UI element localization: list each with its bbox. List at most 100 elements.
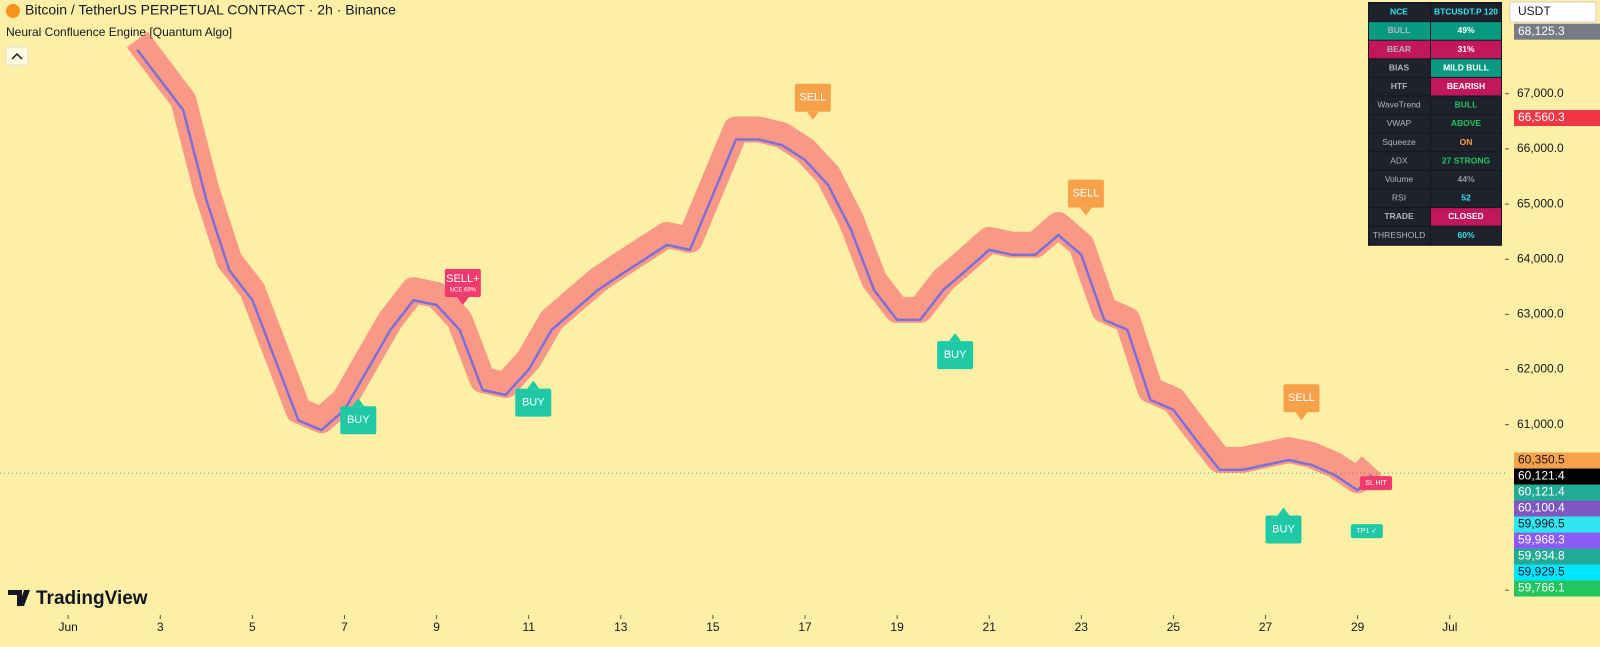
y-tick-label: 67,000.0 (1517, 86, 1564, 100)
signal-pointer (456, 297, 469, 306)
y-tick-label: 65,000.0 (1517, 196, 1564, 210)
panel-label-cell (1369, 170, 1430, 189)
price-tag-label: 59,766.1 (1518, 581, 1565, 595)
x-tick-label: Jun (58, 620, 77, 634)
x-tick-label: Jul (1442, 620, 1457, 634)
panel-value: 49% (1457, 25, 1474, 35)
y-tick-label: 63,000.0 (1517, 307, 1564, 321)
x-tick-label: 17 (798, 620, 812, 634)
signal-box (444, 269, 481, 298)
panel-value: BEARISH (1447, 81, 1485, 91)
brand: TradingView (36, 588, 148, 609)
panel-label: ADX (1390, 155, 1408, 165)
panel-value-cell (1431, 3, 1501, 22)
signal-label: SELL (799, 92, 826, 104)
panel-label: BEAR (1387, 44, 1411, 54)
signal-label: BUY (1272, 523, 1295, 535)
signal-box (794, 83, 831, 112)
panel-label-cell (1369, 96, 1430, 115)
panel-label: TRADE (1384, 211, 1414, 221)
annotation-box (1350, 524, 1383, 539)
annotation-box (1360, 476, 1393, 491)
x-tick-label: 21 (983, 620, 997, 634)
signal-box (1265, 515, 1302, 544)
x-tick-label: 29 (1351, 620, 1365, 634)
x-tick-label: 11 (522, 620, 535, 634)
signal-sub: NCE 69% (450, 288, 477, 294)
price-tag-label: 66,560.3 (1518, 110, 1565, 124)
panel-value: 27 STRONG (1442, 155, 1491, 165)
panel-label-cell (1369, 189, 1430, 208)
signal-pointer (352, 398, 365, 407)
signal-label: BUY (944, 349, 967, 361)
x-tick-label: 7 (341, 620, 348, 634)
price-tag (1514, 548, 1600, 565)
price-tag (1514, 500, 1600, 517)
price-tag-label: 59,934.8 (1518, 549, 1565, 563)
signal-pointer (949, 333, 962, 342)
annotation-label: TP1 ✓ (1357, 528, 1378, 535)
x-tick-label: 27 (1259, 620, 1273, 634)
price-tag-label: 60,100.4 (1518, 501, 1565, 515)
panel-label: HTF (1391, 81, 1408, 91)
price-tag (1514, 23, 1600, 40)
signal-box (515, 388, 552, 417)
price-tag (1514, 580, 1600, 597)
collapse-icon (11, 52, 23, 60)
status-panel: NCE BTCUSDT.P 120 BULL 49% BEAR 31% BIAS MILD B… (1368, 2, 1502, 246)
signal-pointer (806, 111, 819, 120)
x-tick-label: 9 (433, 620, 440, 634)
trend-band (126, 31, 1382, 494)
currency-button[interactable] (1509, 1, 1597, 23)
x-tick-label: 25 (1167, 620, 1181, 634)
x-tick-label: 13 (614, 620, 628, 634)
signal-pointer (1295, 412, 1308, 421)
price-tag (1514, 484, 1600, 501)
price-tag-label: 68,125.3 (1518, 24, 1565, 38)
price-tag (1514, 452, 1600, 469)
coin-icon (6, 4, 20, 18)
x-tick-label: 5 (249, 620, 256, 634)
panel-value-cell (1431, 77, 1501, 96)
panel-value-cell (1431, 170, 1501, 189)
price-tag (1514, 564, 1600, 581)
panel-label: THRESHOLD (1373, 230, 1425, 240)
x-tick-label: 15 (706, 620, 720, 634)
panel-label: RSI (1392, 193, 1406, 203)
panel-label: Volume (1385, 174, 1414, 184)
panel-label-cell (1369, 22, 1430, 40)
panel-label-cell (1369, 226, 1430, 245)
panel-value-cell (1431, 133, 1501, 152)
signal-label: SELL (1072, 188, 1099, 200)
signal-box (937, 341, 974, 370)
panel-label-cell (1369, 77, 1430, 96)
indicator-name: Neural Confluence Engine [Quantum Algo] (6, 25, 232, 39)
panel-label-cell (1369, 133, 1430, 152)
panel-label: WaveTrend (1377, 100, 1421, 110)
panel-value-cell (1431, 189, 1501, 208)
symbol-title: Bitcoin / TetherUS PERPETUAL CONTRACT · … (25, 2, 396, 18)
price-tag-label: 59,968.3 (1518, 533, 1565, 547)
collapse-button[interactable] (5, 46, 29, 66)
signal-label: SELL+ (446, 273, 479, 285)
panel-value: 31% (1457, 44, 1474, 54)
signal-box (1067, 179, 1104, 208)
signal-box (340, 406, 377, 435)
panel-label-cell (1369, 3, 1430, 22)
price-tag-label: 60,121.4 (1518, 469, 1565, 483)
x-tick-label: 3 (157, 620, 164, 634)
panel-value: MILD BULL (1443, 62, 1489, 72)
x-tick-label: 19 (890, 620, 904, 634)
panel-value-cell (1431, 96, 1501, 115)
price-tag (1514, 110, 1600, 127)
panel-value: CLOSED (1448, 211, 1483, 221)
panel-label-cell (1369, 115, 1430, 133)
panel-value-cell (1431, 208, 1501, 226)
panel-label-cell (1369, 208, 1430, 226)
price-tag-label: 60,350.5 (1518, 453, 1565, 467)
price-tag-label: 60,121.4 (1518, 485, 1565, 499)
panel-value-cell (1431, 152, 1501, 170)
price-tag-label: 59,929.5 (1518, 565, 1565, 579)
panel-value: BTCUSDT.P 120 (1434, 7, 1498, 17)
signal-box (1283, 384, 1320, 413)
